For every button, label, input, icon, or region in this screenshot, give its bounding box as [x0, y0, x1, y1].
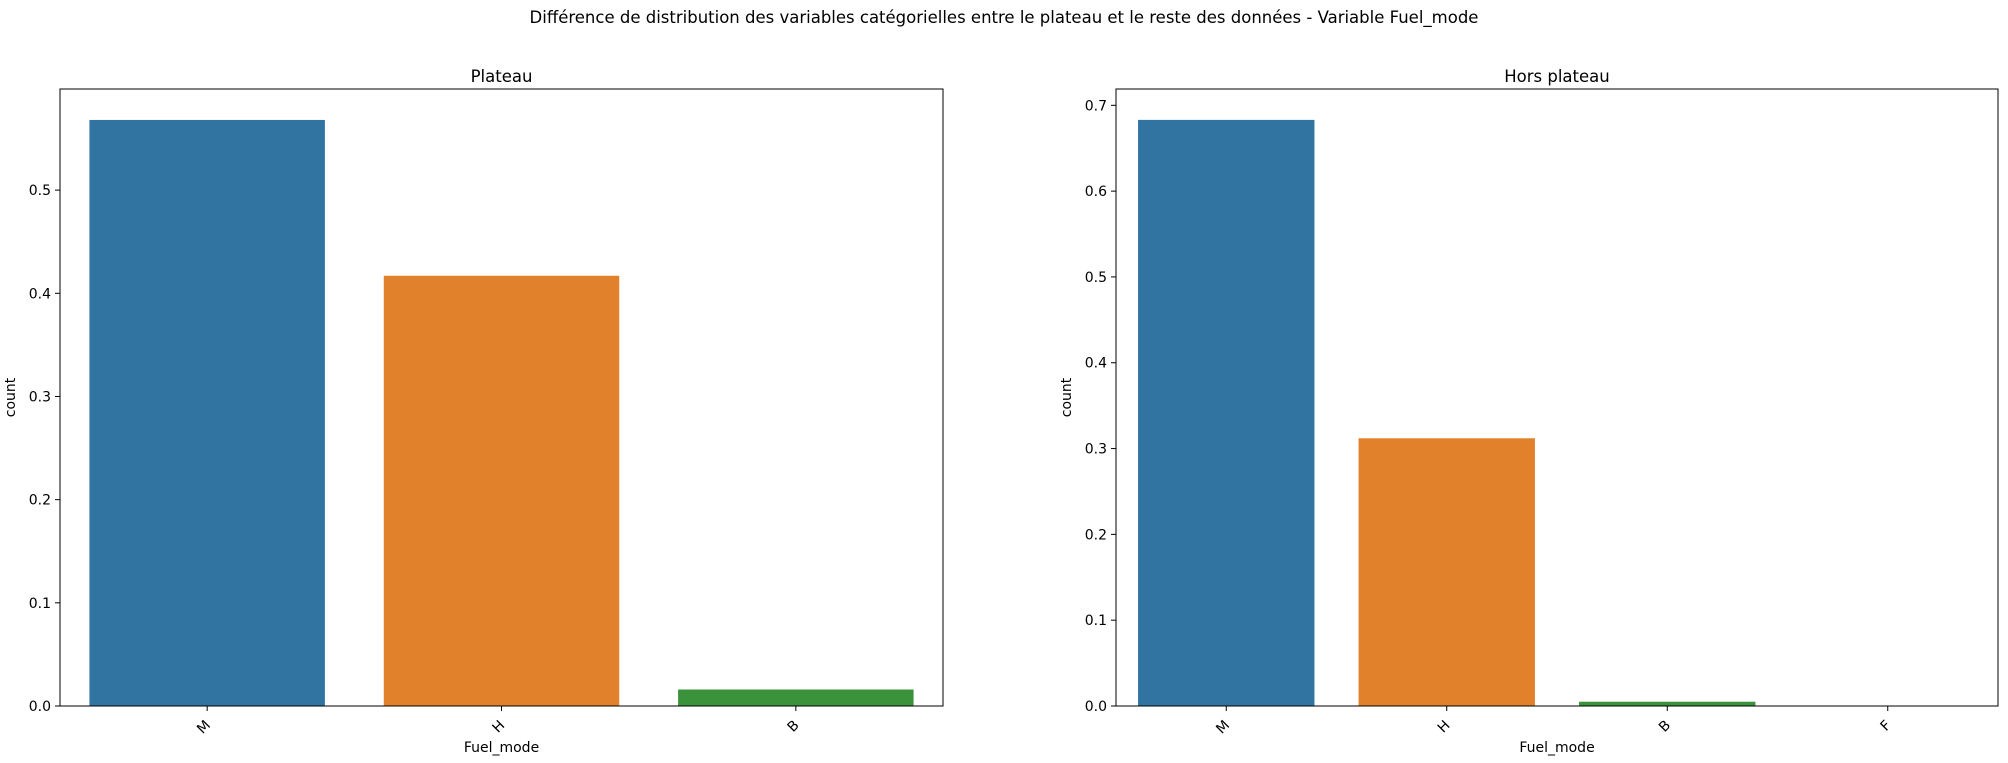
y-tick-label: 0.3 [1085, 442, 1107, 458]
y-tick-label: 0.6 [1085, 184, 1107, 200]
y-tick-label: 0.2 [29, 493, 51, 509]
x-tick-label: B [785, 718, 803, 736]
bar-b [1579, 701, 1756, 706]
y-tick-label: 0.5 [1085, 270, 1107, 286]
chart-title: Plateau [471, 67, 533, 86]
y-tick-label: 0.1 [1085, 613, 1107, 629]
y-tick-label: 0.4 [29, 286, 51, 302]
y-tick-label: 0.0 [29, 699, 51, 715]
y-tick-label: 0.2 [1085, 527, 1107, 543]
axes-frame [1115, 88, 1999, 707]
x-axis-label: Fuel_mode [1519, 740, 1594, 756]
y-tick-label: 0.4 [1085, 356, 1107, 372]
x-axis-label: Fuel_mode [464, 740, 539, 756]
x-tick-label: F [1878, 718, 1895, 735]
x-tick-label: H [490, 718, 509, 737]
x-tick-label: M [194, 718, 214, 738]
chart-panel-plateau: 0.0 0.1 0.2 0.3 0.4 0.5 M H B Fuel_mode count Plate… [3, 67, 944, 756]
bar-m [1138, 119, 1315, 706]
bar-h [1358, 438, 1535, 706]
y-tick-label: 0.5 [29, 183, 51, 199]
y-tick-label: 0.0 [1085, 699, 1107, 715]
chart-panel-hors-plateau: 0.0 0.1 0.2 0.3 0.4 0.5 0.6 0.7 M H B F Fuel_mode cou… [1059, 67, 1999, 756]
x-tick-label: M [1213, 718, 1233, 738]
figure-suptitle: Différence de distribution des variables… [529, 8, 1479, 27]
y-tick-label: 0.1 [29, 596, 51, 612]
y-tick-label: 0.3 [29, 389, 51, 405]
y-tick-label: 0.7 [1085, 98, 1107, 114]
y-axis-label: count [1059, 377, 1075, 417]
bar-b [678, 689, 914, 706]
y-axis-label: count [3, 377, 19, 417]
x-tick-label: B [1656, 718, 1674, 736]
chart-title: Hors plateau [1504, 67, 1610, 86]
bar-h [383, 275, 620, 706]
bar-m [89, 119, 325, 706]
x-tick-label: H [1435, 718, 1454, 737]
